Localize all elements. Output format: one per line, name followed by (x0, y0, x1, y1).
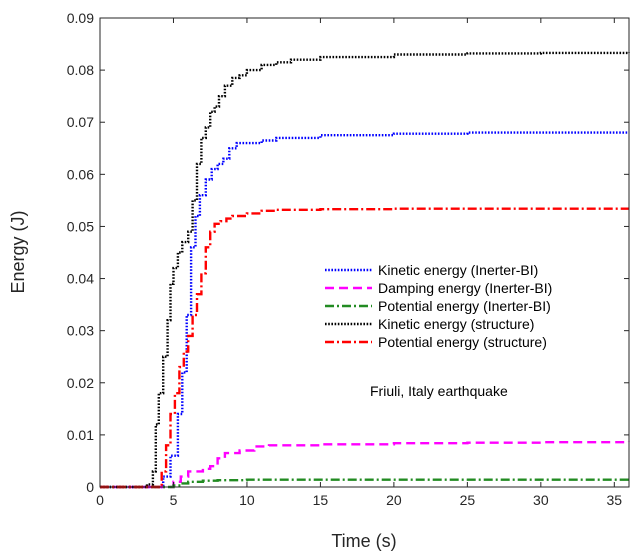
legend-label-2: Potential energy (Inerter-BI) (378, 298, 551, 314)
y-tick-label: 0.01 (67, 427, 94, 443)
series-line-3 (100, 51, 630, 489)
x-tick-label: 35 (607, 492, 623, 508)
x-tick-label: 10 (239, 492, 255, 508)
y-axis-label: Energy (J) (8, 210, 28, 293)
y-tick-label: 0.07 (67, 114, 94, 130)
chart-annotation: Friuli, Italy earthquake (370, 383, 508, 399)
y-tick-label: 0.09 (67, 10, 94, 26)
legend-label-0: Kinetic energy (Inerter-BI) (378, 262, 538, 278)
x-tick-label: 5 (170, 492, 178, 508)
x-axis-ticks: 0 5 10 15 20 25 30 35 (96, 18, 622, 508)
series-line-4 (100, 207, 629, 489)
y-tick-label: 0.02 (67, 375, 94, 391)
legend-label-4: Potential energy (structure) (378, 334, 547, 350)
x-axis-label: Time (s) (331, 531, 396, 551)
x-tick-label: 20 (386, 492, 402, 508)
x-tick-label: 25 (460, 492, 476, 508)
x-tick-label: 15 (313, 492, 329, 508)
y-tick-label: 0 (86, 479, 94, 495)
y-tick-label: 0.03 (67, 323, 94, 339)
y-tick-label: 0.04 (67, 271, 94, 287)
x-tick-label: 0 (96, 492, 104, 508)
series-line-1 (100, 441, 630, 489)
legend: Kinetic energy (Inerter-BI) Damping energ… (325, 262, 552, 350)
y-tick-label: 0.06 (67, 166, 94, 182)
series-line-0 (100, 131, 629, 489)
x-tick-label: 30 (533, 492, 549, 508)
legend-label-1: Damping energy (Inerter-BI) (378, 280, 552, 296)
legend-label-3: Kinetic energy (structure) (378, 316, 534, 332)
y-tick-label: 0.05 (67, 218, 94, 234)
y-axis-ticks: 0 0.01 0.02 0.03 0.04 0.05 0.06 0.07 0.08 0.09 (67, 10, 629, 495)
plot-frame (99, 17, 630, 488)
plot-background (100, 18, 629, 487)
y-tick-label: 0.08 (67, 62, 94, 78)
